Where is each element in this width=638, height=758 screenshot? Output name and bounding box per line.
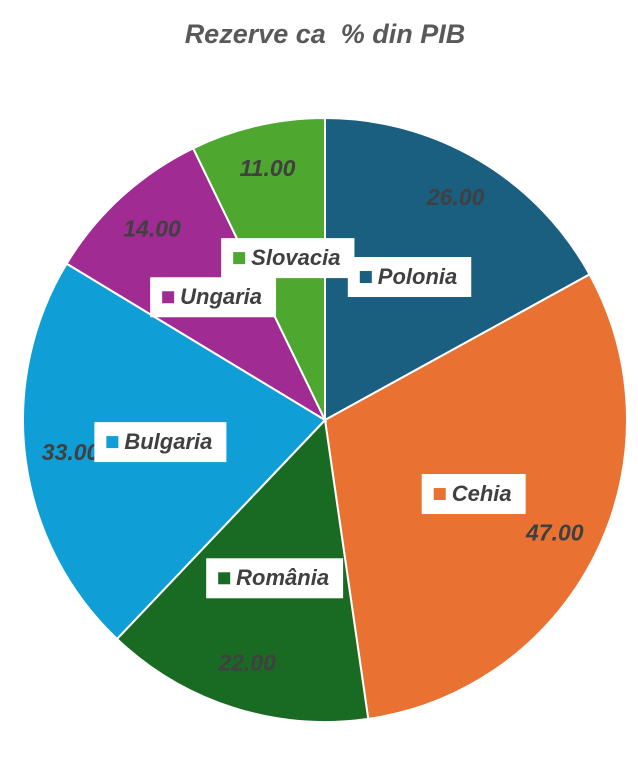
legend-label: Polonia	[347, 257, 472, 298]
value-label: 11.00	[240, 155, 296, 181]
value-label: 33.00	[42, 439, 100, 465]
label-marker	[433, 488, 446, 501]
label-marker	[359, 271, 372, 284]
category-label: Bulgaria	[124, 429, 212, 454]
label-marker	[162, 291, 175, 304]
value-label: 47.00	[525, 519, 584, 545]
value-label: 22.00	[217, 650, 276, 676]
value-label: 14.00	[123, 215, 181, 241]
label-marker	[106, 436, 119, 449]
legend-label: Slovacia	[221, 238, 355, 279]
category-label: Polonia	[378, 264, 457, 289]
category-label: Slovacia	[251, 245, 340, 270]
category-label: România	[236, 565, 329, 590]
legend-label: Ungaria	[150, 277, 277, 318]
legend-label: Cehia	[421, 474, 526, 515]
value-label: 26.00	[426, 184, 485, 210]
chart-title: Rezerve ca % din PIB	[185, 19, 466, 49]
legend-label: România	[206, 558, 344, 599]
label-marker	[233, 252, 246, 265]
legend-label: Bulgaria	[94, 422, 227, 463]
label-marker	[218, 572, 231, 585]
category-label: Ungaria	[180, 284, 262, 309]
category-label: Cehia	[452, 481, 512, 506]
